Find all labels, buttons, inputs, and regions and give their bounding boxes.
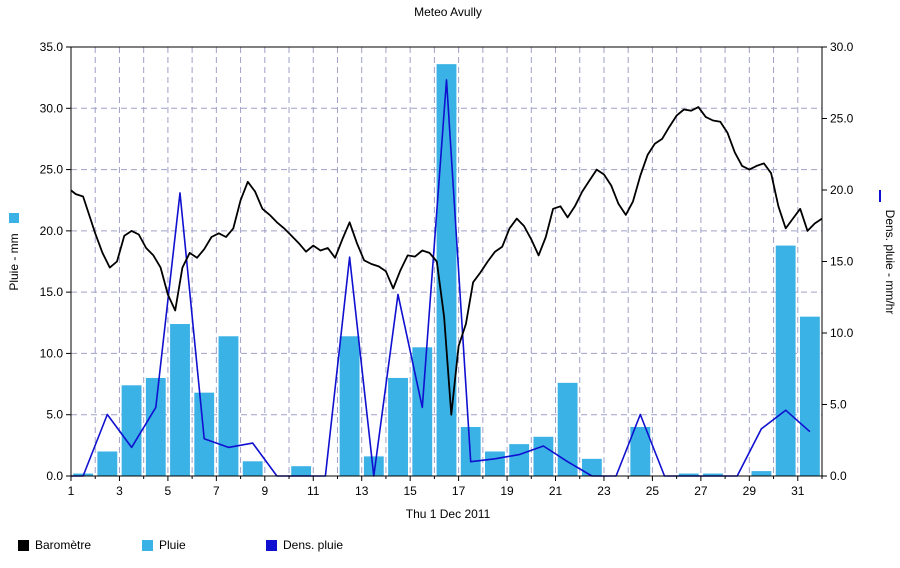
y-right-tick-label: 20.0 bbox=[830, 183, 854, 197]
pluie-bar bbox=[339, 336, 360, 476]
pluie-bar bbox=[436, 64, 457, 476]
pluie-bar bbox=[218, 336, 239, 476]
x-tick-label: 19 bbox=[500, 484, 514, 498]
pluie-bar bbox=[363, 456, 384, 476]
left-axis-title: Pluie - mm bbox=[7, 233, 21, 290]
pluie-bar bbox=[751, 471, 772, 476]
legend-swatch-pluie bbox=[142, 539, 153, 551]
barometre-line bbox=[70, 106, 823, 416]
x-axis-title: Thu 1 Dec 2011 bbox=[406, 507, 491, 521]
x-tick-label: 15 bbox=[403, 484, 417, 498]
pluie-bar bbox=[388, 377, 408, 476]
axes: 1 3 5 7 9 11 13 15 17 19 21 23 25 27 29 310.05.010.015.… bbox=[40, 40, 854, 498]
legend-swatch-barometre bbox=[18, 539, 29, 551]
pluie-bar bbox=[121, 385, 142, 476]
y-left-tick-label: 30.0 bbox=[40, 101, 64, 115]
pluie-bar bbox=[557, 382, 578, 476]
y-left-tick-label: 25.0 bbox=[40, 163, 64, 177]
y-left-tick-label: 10.0 bbox=[40, 346, 64, 360]
y-left-tick-label: 15.0 bbox=[40, 285, 64, 299]
x-tick-label: 21 bbox=[549, 484, 563, 498]
x-tick-label: 31 bbox=[791, 484, 805, 498]
pluie-bar bbox=[775, 245, 796, 476]
weather-chart: Meteo Avully 1 3 5 7 9 11 13 15 17 19 21 23 25 27 29 31… bbox=[7, 5, 897, 521]
pluie-bar bbox=[242, 461, 263, 476]
pluie-bar bbox=[291, 466, 312, 476]
x-tick-label: 13 bbox=[355, 484, 369, 498]
legend-item-dens-pluie: Dens. pluie bbox=[266, 538, 343, 552]
y-left-tick-label: 35.0 bbox=[40, 40, 64, 54]
pluie-bar bbox=[97, 451, 118, 476]
pluie-bar bbox=[581, 458, 602, 476]
x-tick-label: 29 bbox=[743, 484, 757, 498]
pluie-bar bbox=[509, 444, 530, 476]
y-left-tick-label: 0.0 bbox=[46, 469, 63, 483]
x-tick-label: 25 bbox=[646, 484, 660, 498]
legend-label: Dens. pluie bbox=[283, 538, 344, 552]
pluie-bar bbox=[678, 473, 699, 476]
pluie-bar bbox=[799, 316, 820, 476]
pluie-bar bbox=[170, 324, 190, 476]
y-right-tick-label: 5.0 bbox=[830, 398, 847, 412]
legend-swatch-dens-pluie bbox=[266, 539, 277, 551]
x-tick-label: 7 bbox=[213, 484, 220, 498]
x-tick-label: 11 bbox=[307, 484, 320, 498]
legend-label: Baromètre bbox=[35, 538, 92, 552]
pluie-bar bbox=[145, 377, 166, 476]
x-tick-label: 27 bbox=[694, 484, 708, 498]
legend-item-barometre: Baromètre bbox=[18, 538, 91, 552]
y-right-tick-label: 30.0 bbox=[830, 40, 854, 54]
x-tick-label: 3 bbox=[116, 484, 123, 498]
x-tick-label: 5 bbox=[165, 484, 172, 498]
x-tick-label: 17 bbox=[452, 484, 466, 498]
x-tick-label: 9 bbox=[261, 484, 268, 498]
pluie-bar bbox=[412, 347, 433, 476]
y-right-tick-label: 25.0 bbox=[830, 112, 854, 126]
y-left-tick-label: 5.0 bbox=[46, 408, 63, 422]
y-right-tick-label: 10.0 bbox=[830, 326, 854, 340]
pluie-bar bbox=[630, 426, 651, 476]
legend-item-pluie: Pluie bbox=[142, 538, 186, 552]
chart-title: Meteo Avully bbox=[414, 5, 482, 19]
y-left-tick-label: 20.0 bbox=[40, 224, 64, 238]
y-right-tick-label: 15.0 bbox=[830, 255, 854, 269]
right-axis-title: Dens. pluie - mm/hr bbox=[883, 210, 897, 315]
left-axis-swatch bbox=[9, 213, 19, 223]
legend: Baromètre Pluie Dens. pluie bbox=[18, 538, 878, 560]
x-tick-label: 23 bbox=[597, 484, 611, 498]
legend-label: Pluie bbox=[159, 538, 186, 552]
y-right-tick-label: 0.0 bbox=[830, 469, 847, 483]
pluie-bar bbox=[533, 436, 554, 476]
pluie-bar bbox=[703, 473, 723, 476]
x-tick-label: 1 bbox=[68, 484, 75, 498]
pluie-bars bbox=[73, 64, 820, 476]
pluie-bar bbox=[485, 451, 505, 476]
